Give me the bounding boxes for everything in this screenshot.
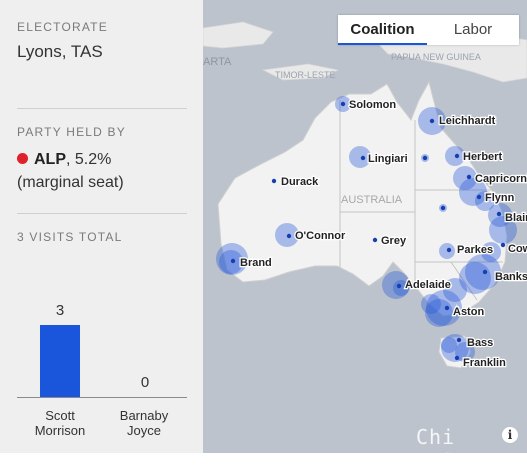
visits-map[interactable]: ARTA TIMOR-LESTE PAPUA NEW GUINEA AUSTRA… [203,0,527,453]
place-dot-blair [496,211,502,217]
party-margin: , 5.2% [66,151,112,168]
bar-category-label: Barnaby Joyce [104,408,184,438]
place-label-banks: Banks [495,271,527,283]
bar-category-label: Scott Morrison [20,408,100,438]
place-label-brand: Brand [240,257,272,269]
place-label-leichhardt: Leichhardt [439,115,496,127]
place-label-parkes: Parkes [457,244,493,256]
bar-category-line: Barnaby [119,408,169,423]
party-code: ALP [34,151,66,168]
visit-bubble[interactable] [481,242,501,262]
place-label-lingiari: Lingiari [368,153,408,165]
place-label-durack: Durack [281,176,319,188]
place-dot-cowper [500,242,506,248]
place-label-flynn: Flynn [485,192,515,204]
place-label-solomon: Solomon [349,99,396,111]
place-label-cowper: Cow [508,243,527,255]
visits-heading: 3 VISITS TOTAL [17,230,123,244]
visit-bubble[interactable] [219,250,243,274]
place-label-aston: Aston [453,306,484,318]
visit-bubble[interactable] [421,294,441,314]
visit-bubbles[interactable] [216,96,517,362]
tasmania [438,335,472,369]
place-label-grey: Grey [381,235,407,247]
place-dot-oconnor [286,233,292,239]
visit-bubble[interactable] [459,178,487,206]
place-label-herbert: Herbert [463,151,502,163]
country-label-australia: AUSTRALIA [341,194,403,206]
visit-bubble[interactable] [393,280,409,296]
place-label-franklin: Franklin [463,357,506,369]
place-dot-aston [444,305,450,311]
place-labels: Solomon Leichhardt Lingiari Herbert Capricor… [230,98,527,370]
australia-map[interactable]: ARTA TIMOR-LESTE PAPUA NEW GUINEA AUSTRA… [203,0,527,453]
bar-value-label: 0 [140,374,150,391]
place-label-capricornia: Capricorni [475,173,527,185]
place-dot-bass [456,337,462,343]
place-dot-banks [482,269,488,275]
sea-label-png: PAPUA NEW GUINEA [391,52,481,62]
divider [17,108,187,109]
party-held-info: ALP, 5.2% (marginal seat) [17,148,124,194]
visit-bubble[interactable] [426,290,462,326]
visit-bubble[interactable] [453,166,477,190]
bar-category-line: Morrison [34,423,86,438]
place-dot-durack [271,178,277,184]
place-dot-lingiari [360,155,366,161]
divider [17,213,187,214]
state-borders [339,100,503,301]
visit-bubble[interactable] [382,271,410,299]
info-icon[interactable]: i [502,427,518,443]
place-dot-solomon [340,101,346,107]
visit-bubble[interactable] [443,278,467,302]
visit-bubble[interactable] [349,146,371,168]
place-dot [440,205,446,211]
visit-bubble[interactable] [459,262,491,294]
seat-status: (marginal seat) [17,174,124,191]
sea-label-arafura: ARTA [203,56,232,68]
place-label-bass: Bass [467,337,493,349]
chart-baseline [17,397,187,398]
electorate-heading: ELECTORATE [17,20,108,34]
place-dot-brand [230,258,236,264]
party-color-dot [17,153,28,164]
visit-bubble[interactable] [441,334,469,362]
place-dot-grey [372,237,378,243]
party-heading: PARTY HELD BY [17,125,126,139]
visit-bubble[interactable] [455,342,475,362]
place-dot [422,155,428,161]
visits-bar-chart [40,325,80,397]
electorate-name: Lyons, TAS [17,42,103,61]
timor-land [261,63,340,81]
tab-coalition[interactable]: Coalition [338,15,427,45]
place-dot-leichhardt [429,118,435,124]
place-dot-adelaide [396,283,402,289]
place-dot-parkes [446,247,452,253]
visit-bubble[interactable] [489,216,517,244]
visit-bubble[interactable] [439,243,455,259]
sea-label-timor: TIMOR-LESTE [275,70,336,80]
place-label-oconnor: O'Connor [295,230,346,242]
place-dot-herbert [454,153,460,159]
sidebar-panel: ELECTORATE Lyons, TAS PARTY HELD BY ALP,… [0,0,203,453]
bar-category-line: Scott [45,408,75,423]
party-toggle[interactable]: Coalition Labor [338,15,519,45]
place-dot-capricornia [466,174,472,180]
place-label-adelaide: Adelaide [405,279,451,291]
place-dot-flynn [476,194,482,200]
visit-bubble[interactable] [425,299,453,327]
visit-bubble[interactable] [216,243,248,275]
bar-0 [40,325,80,397]
bar-category-line: Joyce [127,423,161,438]
tab-labor[interactable]: Labor [453,21,493,38]
australia-mainland [217,80,508,317]
visit-bubble[interactable] [275,223,299,247]
visit-bubble[interactable] [441,337,457,353]
place-dot-franklin [454,355,460,361]
place-label-blair: Blair [505,212,527,224]
bar-value-label: 3 [55,302,65,319]
indonesia-land [203,21,274,49]
